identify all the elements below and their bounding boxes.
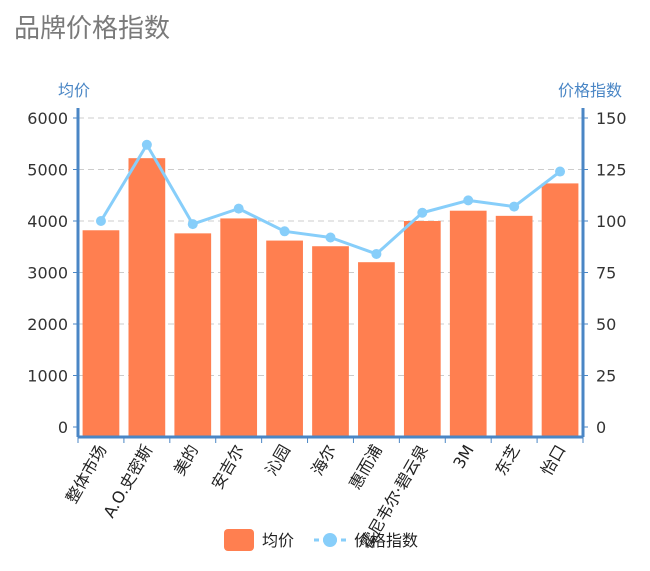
bar: [541, 183, 579, 437]
bar: [266, 240, 303, 437]
bar: [403, 221, 441, 437]
y-right-tick-label: 0: [596, 418, 606, 437]
y-left-tick-label: 1000: [27, 367, 68, 386]
chart-title: 品牌价格指数: [14, 14, 171, 44]
y-right-tick-label: 50: [596, 315, 616, 334]
y-left-tick-label: 6000: [27, 109, 68, 128]
y-left-tick-label: 2000: [27, 315, 68, 334]
bar: [312, 246, 349, 437]
x-category-label: 美的: [170, 442, 202, 479]
x-category-label: 3M: [449, 442, 477, 472]
bar: [358, 262, 395, 437]
x-category-label: 惠而浦: [345, 442, 385, 493]
price-index-point: [325, 232, 336, 243]
bar: [495, 215, 533, 437]
y-left-tick-label: 4000: [27, 212, 68, 231]
bar: [220, 218, 258, 437]
price-index-point: [233, 203, 244, 214]
price-index-point: [555, 166, 566, 177]
y-left-tick-label: 5000: [27, 161, 68, 180]
x-category-label: 海尔: [308, 442, 340, 479]
price-index-point: [95, 216, 106, 226]
price-index-point: [141, 139, 152, 150]
legend-bar-swatch: [224, 529, 254, 551]
y-left-tick-label: 0: [58, 418, 68, 437]
y-right-tick-label: 150: [596, 109, 627, 128]
y-right-tick-label: 100: [596, 212, 627, 231]
price-index-point: [187, 219, 198, 230]
legend-line-label: 价格指数: [354, 531, 418, 550]
legend-bar-label: 均价: [262, 531, 294, 550]
price-index-point: [279, 226, 290, 237]
x-category-label: 怡口: [537, 442, 569, 479]
x-category-label: 整体市场: [62, 442, 110, 507]
bar: [128, 158, 166, 438]
price-index-point: [463, 195, 474, 206]
x-category-label: 沁园: [262, 442, 294, 479]
price-index-point: [509, 201, 520, 212]
x-category-label: 安吉尔: [208, 442, 248, 493]
y-right-tick-label: 75: [596, 264, 616, 283]
y-right-tick-label: 125: [596, 161, 627, 180]
bar: [449, 210, 487, 437]
y-right-axis-label: 价格指数: [558, 81, 622, 100]
y-left-tick-label: 3000: [27, 264, 68, 283]
price-index-point: [417, 207, 428, 218]
bar: [174, 233, 212, 437]
price-index-point: [371, 248, 382, 259]
legend-line-marker: [323, 533, 337, 547]
bar: [82, 230, 120, 437]
y-right-tick-label: 25: [596, 367, 616, 386]
y-left-axis-label: 均价: [58, 81, 90, 100]
x-category-label: 东芝: [491, 442, 523, 479]
